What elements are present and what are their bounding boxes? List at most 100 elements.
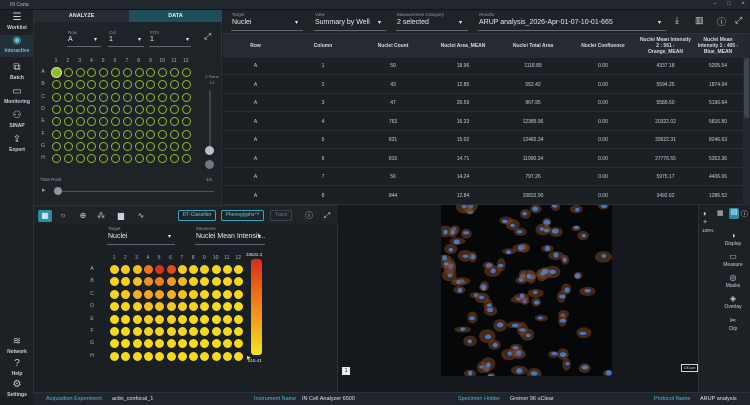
heatmap-well[interactable] bbox=[155, 265, 165, 274]
plate-well[interactable] bbox=[122, 117, 132, 127]
plate-well[interactable] bbox=[111, 68, 120, 77]
plate-well[interactable] bbox=[111, 92, 120, 102]
heatmap-well[interactable] bbox=[223, 314, 232, 324]
target-select[interactable]: Nuclei bbox=[232, 19, 252, 26]
z-plane-slider-handle[interactable] bbox=[205, 146, 214, 155]
plate-row-label[interactable]: G bbox=[41, 142, 45, 149]
plate-well[interactable] bbox=[134, 68, 144, 77]
plate-well[interactable] bbox=[75, 129, 85, 139]
plate-well[interactable] bbox=[75, 117, 85, 127]
download-icon[interactable]: ⤓ bbox=[675, 15, 679, 25]
heatmap-well[interactable] bbox=[166, 277, 176, 287]
plate-well[interactable] bbox=[158, 129, 168, 139]
heatmap-well[interactable] bbox=[121, 314, 131, 324]
chart-icon[interactable]: ▥ bbox=[695, 15, 704, 25]
track-button[interactable]: Track bbox=[270, 210, 292, 221]
heatmap-well[interactable] bbox=[211, 339, 221, 349]
table-row[interactable]: A 4 763 16.23 12385.96 0.00 20322.02 5816.80 bbox=[223, 114, 743, 131]
plate-well[interactable] bbox=[146, 129, 156, 139]
plate-well[interactable] bbox=[52, 141, 61, 151]
plate-column-label[interactable]: 6 bbox=[113, 58, 117, 64]
plate-well[interactable] bbox=[170, 154, 179, 164]
heatmap-well[interactable] bbox=[110, 339, 119, 349]
heatmap-well[interactable] bbox=[110, 302, 119, 312]
plate-well[interactable] bbox=[158, 141, 168, 151]
table-row[interactable]: A 1 59 18.96 1118.89 0.00 4337.18 5205.54 bbox=[223, 58, 743, 75]
plate-column-label[interactable]: 7 bbox=[125, 58, 129, 64]
heatmap-well[interactable] bbox=[234, 265, 244, 274]
heatmap-well[interactable] bbox=[132, 351, 142, 361]
heatmap-well[interactable] bbox=[200, 302, 210, 312]
plate-well[interactable] bbox=[99, 141, 109, 151]
plate-well[interactable] bbox=[63, 68, 73, 77]
table-scrollbar-thumb[interactable] bbox=[744, 58, 749, 118]
heatmap-well[interactable] bbox=[166, 289, 176, 299]
plate-well[interactable] bbox=[134, 129, 144, 139]
heatmap-well[interactable] bbox=[121, 351, 131, 361]
heatmap-well[interactable] bbox=[189, 289, 199, 299]
heatmap-well[interactable] bbox=[132, 327, 142, 336]
heatmap-well[interactable] bbox=[200, 351, 210, 361]
tool-measure[interactable]: ▭ Measure bbox=[717, 252, 749, 268]
heatmap-well[interactable] bbox=[143, 302, 153, 312]
plate-well[interactable] bbox=[146, 104, 156, 114]
plate-row-label[interactable]: H bbox=[41, 155, 45, 162]
heatmap-well[interactable] bbox=[189, 314, 199, 324]
measurement-category-select[interactable]: 2 selected bbox=[397, 19, 429, 26]
heatmap-well[interactable] bbox=[211, 277, 221, 287]
col-select[interactable]: 1 bbox=[109, 36, 113, 43]
heatmap-well[interactable] bbox=[110, 265, 119, 274]
heatmap-well[interactable] bbox=[155, 327, 165, 336]
phenoglyphs-button[interactable]: Phenoglyphs™ bbox=[221, 210, 264, 221]
heatmap-well[interactable] bbox=[200, 265, 210, 274]
chevron-down-icon[interactable]: ▾ bbox=[94, 37, 98, 43]
plate-well[interactable] bbox=[63, 129, 73, 139]
heatmap-well[interactable] bbox=[189, 351, 199, 361]
plate-column-label[interactable]: 2 bbox=[66, 58, 70, 64]
z-plane-slider-track[interactable] bbox=[209, 90, 211, 152]
plate-well[interactable] bbox=[87, 141, 97, 151]
heatmap-well[interactable] bbox=[189, 339, 199, 349]
heatmap-well[interactable] bbox=[121, 265, 131, 274]
plate-well[interactable] bbox=[52, 68, 61, 77]
plate-well[interactable] bbox=[134, 80, 144, 90]
plate-well[interactable] bbox=[63, 104, 73, 114]
plate-well[interactable] bbox=[181, 141, 191, 151]
tool-clip[interactable]: ✂ Clip bbox=[717, 316, 749, 332]
plate-well[interactable] bbox=[63, 117, 73, 127]
heatmap-well[interactable] bbox=[143, 351, 153, 361]
measures-select[interactable]: Nuclei Mean Intensit... bbox=[196, 233, 266, 240]
plate-well[interactable] bbox=[99, 80, 109, 90]
heatmap-well[interactable] bbox=[155, 289, 165, 299]
heatmap-well[interactable] bbox=[155, 314, 165, 324]
heatmap-well[interactable] bbox=[189, 302, 199, 312]
plate-well[interactable] bbox=[181, 80, 191, 90]
heatmap-well[interactable] bbox=[200, 327, 210, 336]
plate-column-label[interactable]: 9 bbox=[149, 58, 152, 64]
plate-well[interactable] bbox=[122, 104, 132, 114]
zoom-in-icon[interactable]: + bbox=[703, 219, 708, 226]
heatmap-well[interactable] bbox=[121, 339, 131, 349]
plate-well[interactable] bbox=[181, 129, 191, 139]
table-column-header[interactable]: Nuclei Mean Intensity 1 : 405 - Blue_MEA… bbox=[697, 37, 739, 55]
heatmap-well[interactable] bbox=[223, 289, 232, 299]
plate-column-label[interactable]: 8 bbox=[137, 58, 140, 64]
nav-batch[interactable]: ⧉ Batch bbox=[0, 62, 34, 84]
plate-well[interactable] bbox=[87, 104, 97, 114]
table-column-header[interactable]: Nuclei Total Area bbox=[512, 43, 554, 49]
heatmap-well[interactable] bbox=[155, 302, 165, 312]
nav-export[interactable]: ⇪ Export bbox=[0, 134, 34, 156]
results-select[interactable]: ARUP analysis_2026-Apr-01-07-10-01-665 bbox=[479, 19, 613, 26]
heatmap-well[interactable] bbox=[121, 289, 131, 299]
plate-well[interactable] bbox=[99, 104, 109, 114]
plate-well[interactable] bbox=[87, 117, 97, 127]
heatmap-well[interactable] bbox=[132, 314, 142, 324]
heatmap-well[interactable] bbox=[132, 265, 142, 274]
plate-well[interactable] bbox=[122, 154, 132, 164]
plate-well[interactable] bbox=[122, 92, 132, 102]
plate-well[interactable] bbox=[111, 141, 120, 151]
plate-well[interactable] bbox=[87, 68, 97, 77]
table-row[interactable]: A 6 815 14.71 11990.34 0.00 27776.55 5353.36 bbox=[223, 151, 743, 168]
heatmap-well[interactable] bbox=[166, 302, 176, 312]
plate-well[interactable] bbox=[99, 154, 109, 164]
